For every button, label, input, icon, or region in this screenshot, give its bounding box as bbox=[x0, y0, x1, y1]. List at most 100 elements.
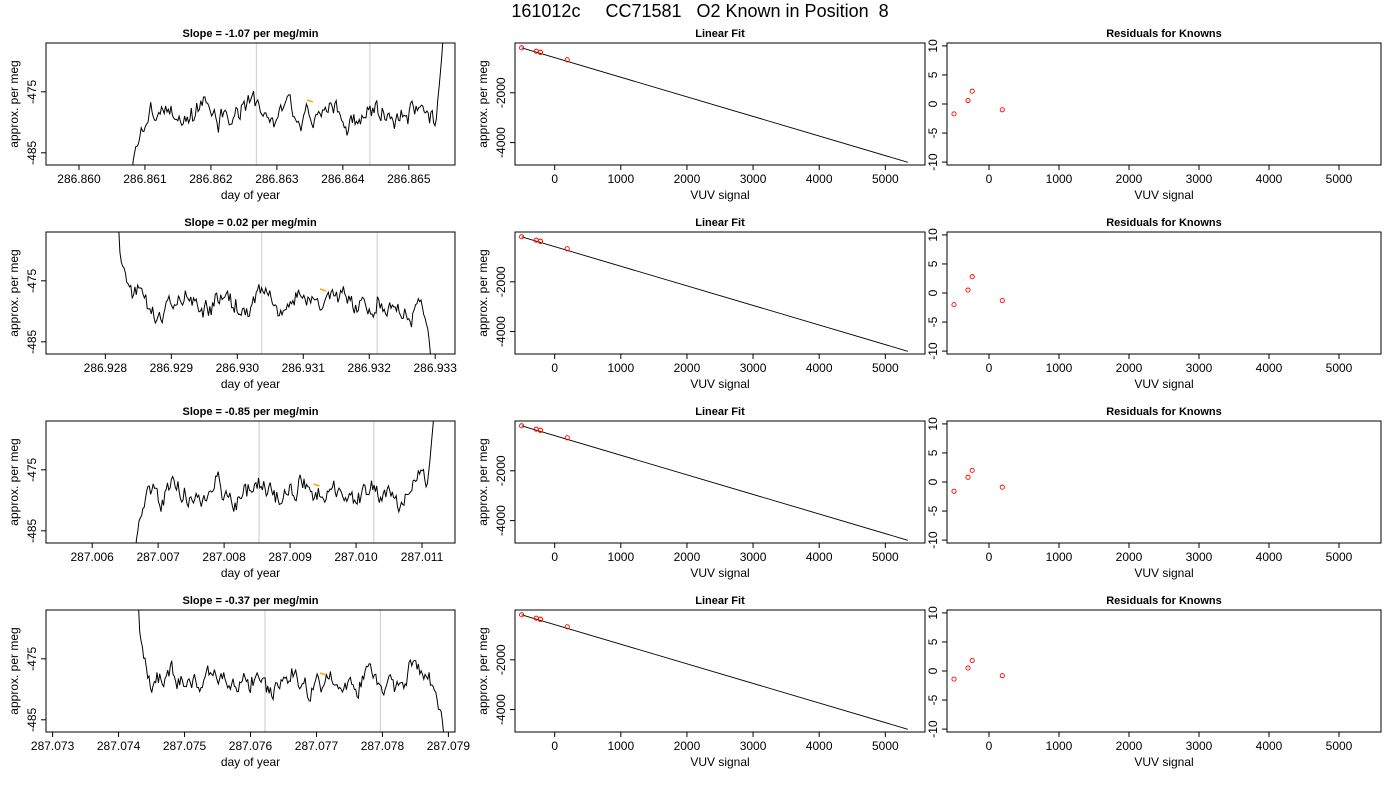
data-point bbox=[533, 426, 539, 432]
mean-marker bbox=[319, 288, 327, 292]
x-tick-label: 0 bbox=[551, 550, 558, 564]
x-tick-label: 0 bbox=[986, 739, 993, 753]
panel-frame bbox=[514, 231, 926, 355]
y-tick-label: -4000 bbox=[494, 505, 508, 536]
panel-frame bbox=[514, 609, 926, 733]
y-tick-label: -485 bbox=[25, 329, 39, 353]
x-tick-label: 2000 bbox=[674, 739, 701, 753]
panel-title: Linear Fit bbox=[695, 406, 745, 418]
data-point bbox=[969, 467, 975, 473]
x-tick-label: 287.079 bbox=[427, 739, 471, 753]
signal-trace bbox=[138, 610, 444, 732]
x-tick-label: 287.074 bbox=[97, 739, 141, 753]
panel-title: Residuals for Knowns bbox=[1106, 595, 1222, 607]
x-tick-label: 286.931 bbox=[282, 361, 326, 375]
y-tick-label: -475 bbox=[25, 79, 39, 103]
y-tick-label: -5 bbox=[926, 505, 940, 516]
panel-title: Slope = -0.37 per meg/min bbox=[182, 595, 318, 607]
y-axis-label: approx. per meg bbox=[476, 249, 490, 336]
x-tick-label: 287.007 bbox=[136, 550, 180, 564]
panel-title: Slope = -0.85 per meg/min bbox=[182, 406, 318, 418]
data-point bbox=[537, 238, 544, 244]
y-tick-label: 0 bbox=[926, 478, 940, 485]
mean-marker bbox=[313, 483, 320, 487]
x-tick-label: 0 bbox=[986, 550, 993, 564]
plot-area bbox=[951, 467, 1005, 494]
data-point bbox=[537, 49, 544, 55]
data-point bbox=[951, 111, 957, 117]
data-point bbox=[533, 48, 539, 54]
data-point bbox=[965, 97, 971, 104]
x-tick-label: 5000 bbox=[1326, 550, 1353, 564]
x-tick-label: 2000 bbox=[1116, 172, 1143, 186]
x-tick-label: 5000 bbox=[1326, 739, 1353, 753]
panel-title: Slope = -1.07 per meg/min bbox=[182, 28, 318, 40]
plot-area bbox=[519, 423, 908, 541]
y-tick-label: 0 bbox=[926, 289, 940, 296]
data-point bbox=[519, 423, 525, 429]
panel-2-1: Slope = 0.02 per meg/min 286.928 286.929 28… bbox=[7, 217, 457, 391]
panel-4-2: Linear Fit 0 1000 2000 3000 4000 5000 -2000 -400… bbox=[476, 595, 926, 769]
panel-title: Slope = 0.02 per meg/min bbox=[184, 217, 317, 229]
y-tick-label: -10 bbox=[926, 342, 940, 360]
y-tick-label: -2000 bbox=[494, 266, 508, 297]
x-tick-label: 286.865 bbox=[387, 172, 431, 186]
x-tick-label: 4000 bbox=[806, 550, 833, 564]
x-tick-label: 287.008 bbox=[202, 550, 246, 564]
data-point bbox=[519, 612, 525, 618]
data-point bbox=[564, 624, 570, 630]
x-tick-label: 286.860 bbox=[57, 172, 101, 186]
x-tick-label: 0 bbox=[986, 172, 993, 186]
panel-frame bbox=[946, 609, 1382, 733]
panel-3-1: Slope = -0.85 per meg/min 287.006 287.007 2… bbox=[7, 406, 456, 580]
panel-title: Residuals for Knowns bbox=[1106, 217, 1222, 229]
plot-area bbox=[118, 232, 431, 354]
plot-area bbox=[519, 612, 908, 730]
x-tick-label: 5000 bbox=[872, 361, 899, 375]
x-axis-label: day of year bbox=[221, 188, 280, 202]
x-tick-label: 4000 bbox=[806, 361, 833, 375]
x-tick-label: 1000 bbox=[1046, 172, 1073, 186]
data-point bbox=[519, 45, 525, 51]
y-tick-label: -5 bbox=[926, 694, 940, 705]
y-tick-label: -475 bbox=[25, 457, 39, 481]
data-point bbox=[969, 88, 975, 94]
panel-frame bbox=[946, 420, 1382, 544]
x-tick-label: 287.078 bbox=[361, 739, 405, 753]
y-axis-label: approx. per meg bbox=[7, 60, 21, 147]
x-tick-label: 287.073 bbox=[31, 739, 75, 753]
x-axis-label: VUV signal bbox=[690, 755, 749, 769]
y-tick-label: 0 bbox=[926, 667, 940, 674]
panel-3-2: Linear Fit 0 1000 2000 3000 4000 5000 -2000 -400… bbox=[476, 406, 926, 580]
data-point bbox=[564, 57, 570, 63]
panel-1-1: Slope = -1.07 per meg/min 286.860 286.861 2… bbox=[7, 28, 456, 202]
x-axis-label: VUV signal bbox=[690, 566, 749, 580]
x-tick-label: 287.076 bbox=[229, 739, 273, 753]
x-tick-label: 5000 bbox=[1326, 172, 1353, 186]
x-tick-label: 286.928 bbox=[84, 361, 128, 375]
x-tick-label: 3000 bbox=[1186, 172, 1213, 186]
x-tick-label: 3000 bbox=[1186, 550, 1213, 564]
x-tick-label: 3000 bbox=[740, 550, 767, 564]
data-point bbox=[965, 287, 971, 293]
panel-title: Residuals for Knowns bbox=[1106, 406, 1222, 418]
x-tick-label: 1000 bbox=[607, 172, 634, 186]
data-point bbox=[951, 488, 957, 494]
x-tick-label: 5000 bbox=[872, 739, 899, 753]
plot-area bbox=[132, 43, 444, 165]
signal-trace bbox=[118, 232, 431, 354]
y-tick-label: -485 bbox=[25, 518, 39, 542]
x-axis-label: day of year bbox=[221, 566, 280, 580]
x-tick-label: 286.933 bbox=[414, 361, 458, 375]
y-tick-label: -485 bbox=[25, 140, 39, 164]
y-tick-label: -10 bbox=[926, 531, 940, 549]
y-tick-label: -475 bbox=[25, 646, 39, 670]
x-axis-label: day of year bbox=[221, 377, 280, 391]
x-axis-label: day of year bbox=[221, 755, 280, 769]
y-tick-label: 10 bbox=[926, 417, 940, 431]
data-point bbox=[519, 234, 525, 240]
y-tick-label: 5 bbox=[926, 449, 940, 456]
mean-marker bbox=[306, 99, 314, 103]
